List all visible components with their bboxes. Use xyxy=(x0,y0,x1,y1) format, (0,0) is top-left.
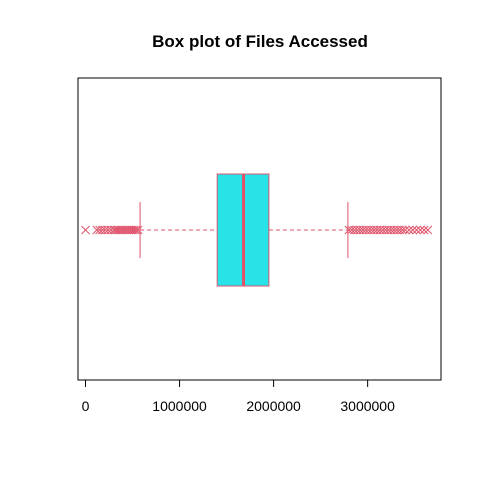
plot-area xyxy=(81,173,433,287)
outlier-point xyxy=(133,225,143,235)
outlier-point xyxy=(419,225,429,235)
outlier-point xyxy=(412,225,421,235)
x-tick-label: 0 xyxy=(82,398,90,414)
outlier-point xyxy=(415,225,425,235)
x-tick-label: 3000000 xyxy=(340,398,395,414)
outlier-point xyxy=(131,225,141,235)
outlier-point xyxy=(400,225,410,235)
outlier-point xyxy=(408,225,418,235)
x-axis: 0 1000000 2000000 3000000 xyxy=(82,379,395,414)
outlier-point xyxy=(423,225,433,235)
outlier-point xyxy=(398,225,407,235)
outlier-point xyxy=(81,225,90,235)
x-tick-label: 2000000 xyxy=(246,398,301,414)
chart-title: Box plot of Files Accessed xyxy=(152,32,368,51)
outlier-point xyxy=(130,225,139,235)
outlier-point xyxy=(404,225,414,235)
x-tick-label: 1000000 xyxy=(152,398,207,414)
